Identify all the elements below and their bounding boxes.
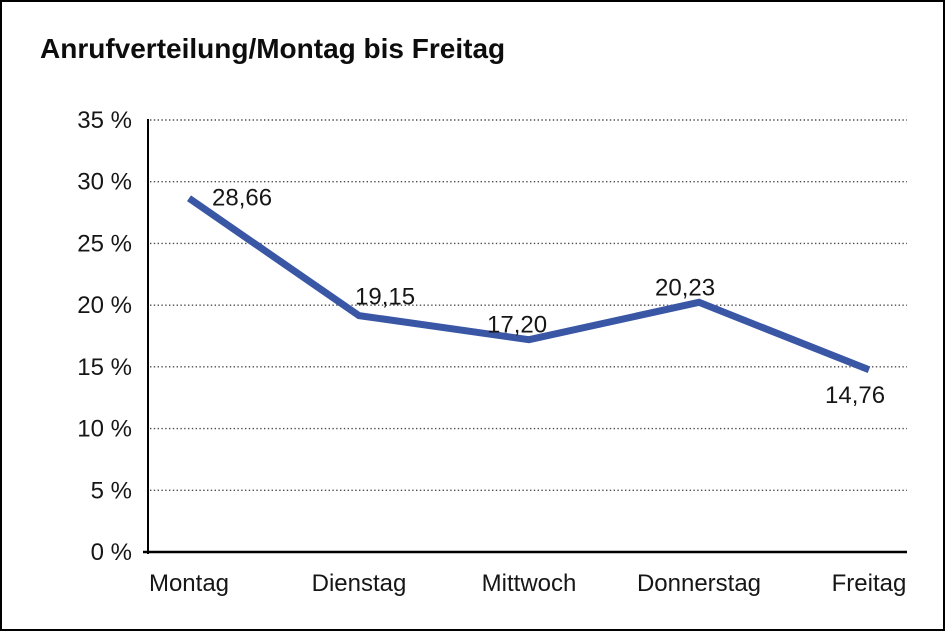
y-tick-label: 15 % <box>77 354 132 381</box>
y-tick-label: 25 % <box>77 230 132 257</box>
data-series-line <box>187 195 871 374</box>
x-category-label: Dienstag <box>312 570 407 597</box>
x-category-label: Freitag <box>832 570 907 597</box>
x-category-label: Mittwoch <box>482 570 577 597</box>
y-tick-label: 20 % <box>77 292 132 319</box>
data-label: 17,20 <box>487 312 547 339</box>
data-label: 14,76 <box>825 382 885 409</box>
y-tick-label: 10 % <box>77 416 132 443</box>
y-tick-label: 0 % <box>91 539 132 566</box>
data-label: 19,15 <box>355 284 415 311</box>
data-label: 28,66 <box>212 184 272 211</box>
y-tick-label: 30 % <box>77 169 132 196</box>
y-tick-label: 5 % <box>91 477 132 504</box>
x-category-label: Donnerstag <box>637 570 761 597</box>
chart-title: Anrufverteilung/Montag bis Freitag <box>40 33 506 64</box>
x-category-label: Montag <box>149 570 229 597</box>
y-tick-label: 35 % <box>77 107 132 134</box>
data-label: 20,23 <box>655 274 715 301</box>
